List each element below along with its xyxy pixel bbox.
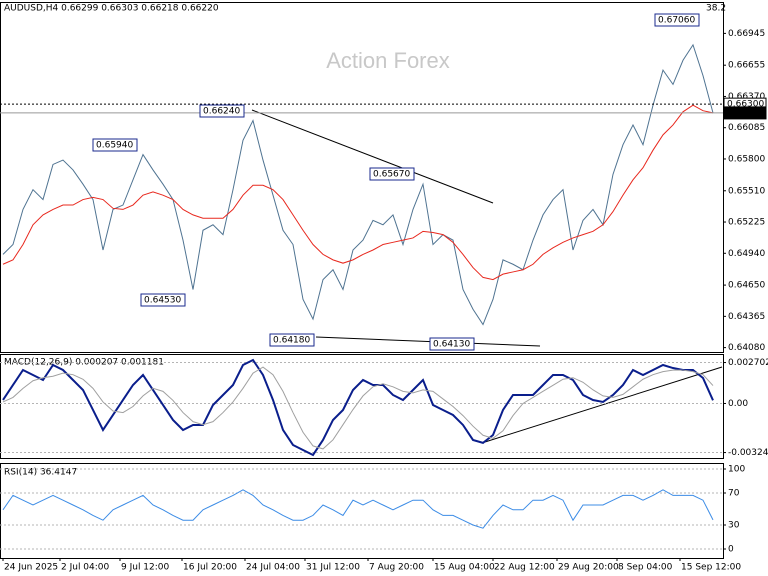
trend-line xyxy=(484,366,723,443)
rsi-panel xyxy=(0,463,724,559)
y-tick-label: 0.66655 xyxy=(728,61,765,71)
level-label: 38.2 xyxy=(706,4,726,14)
x-tick-label: 15 Sep 12:00 xyxy=(681,563,741,573)
y-tick-label: 0.65510 xyxy=(728,186,765,196)
annotation: 0.66240 xyxy=(203,107,240,117)
x-tick-label: 7 Aug 20:00 xyxy=(369,563,424,573)
y-tick-label: 0.00 xyxy=(728,399,748,409)
annotation: 0.64530 xyxy=(144,296,181,306)
y-tick-label: 0.66370 xyxy=(728,92,765,102)
x-tick-label: 8 Sep 04:00 xyxy=(618,563,673,573)
panel-title: AUDUSD,H4 0.66299 0.66303 0.66218 0.6622… xyxy=(4,4,219,14)
series-line xyxy=(2,358,714,457)
y-tick-label: -0.003241 xyxy=(728,448,768,458)
series-line xyxy=(2,104,714,281)
panel-title: MACD(12,26,9) 0.000207 0.001181 xyxy=(4,358,164,368)
x-tick-label: 16 Jul 20:00 xyxy=(183,563,237,573)
series-line xyxy=(2,43,714,326)
x-tick-label: 9 Jul 12:00 xyxy=(121,563,170,573)
y-tick-label: 70 xyxy=(728,489,740,499)
x-tick-label: 31 Jul 12:00 xyxy=(306,563,360,573)
y-tick-label: 0.65225 xyxy=(728,218,765,228)
x-tick-label: 24 Jul 04:00 xyxy=(246,563,300,573)
y-tick-label: 0.64650 xyxy=(728,281,765,291)
x-tick-label: 2 Jul 04:00 xyxy=(61,563,110,573)
y-tick-label: 0.65800 xyxy=(728,154,765,164)
annotation: 0.67060 xyxy=(658,16,695,26)
y-tick-label: 30 xyxy=(728,521,740,531)
price-label: 0.66220 xyxy=(727,108,764,118)
price-label: 0.66300 xyxy=(727,100,764,110)
x-tick-label: 15 Aug 04:00 xyxy=(434,563,495,573)
panel-title: RSI(14) 36.4147 xyxy=(4,468,77,478)
annotation-box xyxy=(429,337,475,351)
price-panel xyxy=(0,2,724,353)
annotation-box xyxy=(269,333,315,347)
watermark: Action Forex xyxy=(326,48,450,73)
y-tick-label: 100 xyxy=(728,465,745,475)
x-tick-label: 22 Aug 12:00 xyxy=(494,563,555,573)
trend-line xyxy=(251,109,494,204)
y-tick-label: 0 xyxy=(728,545,734,555)
macd-panel xyxy=(0,354,724,459)
x-tick-label: 24 Jun 2025 xyxy=(4,563,58,573)
price-label-box xyxy=(723,106,767,120)
annotation: 0.64180 xyxy=(273,336,310,346)
trend-line xyxy=(315,336,541,347)
y-tick-label: 0.64080 xyxy=(728,343,765,353)
annotation-box xyxy=(654,13,700,27)
annotation: 0.65940 xyxy=(96,141,133,151)
annotation-box xyxy=(199,104,245,118)
y-tick-label: 0.64940 xyxy=(728,249,765,259)
annotation-box xyxy=(140,293,186,307)
y-tick-label: 0.002702 xyxy=(728,358,768,368)
x-tick-label: 29 Aug 20:00 xyxy=(558,563,619,573)
annotation: 0.64130 xyxy=(433,340,470,350)
annotation-box xyxy=(92,138,138,152)
y-tick-label: 0.66085 xyxy=(728,123,765,133)
annotation-box xyxy=(369,167,415,181)
annotation: 0.65670 xyxy=(373,170,410,180)
y-tick-label: 0.66945 xyxy=(728,29,765,39)
series-line xyxy=(2,489,714,529)
series-line xyxy=(2,366,714,450)
y-tick-label: 0.64365 xyxy=(728,312,765,322)
